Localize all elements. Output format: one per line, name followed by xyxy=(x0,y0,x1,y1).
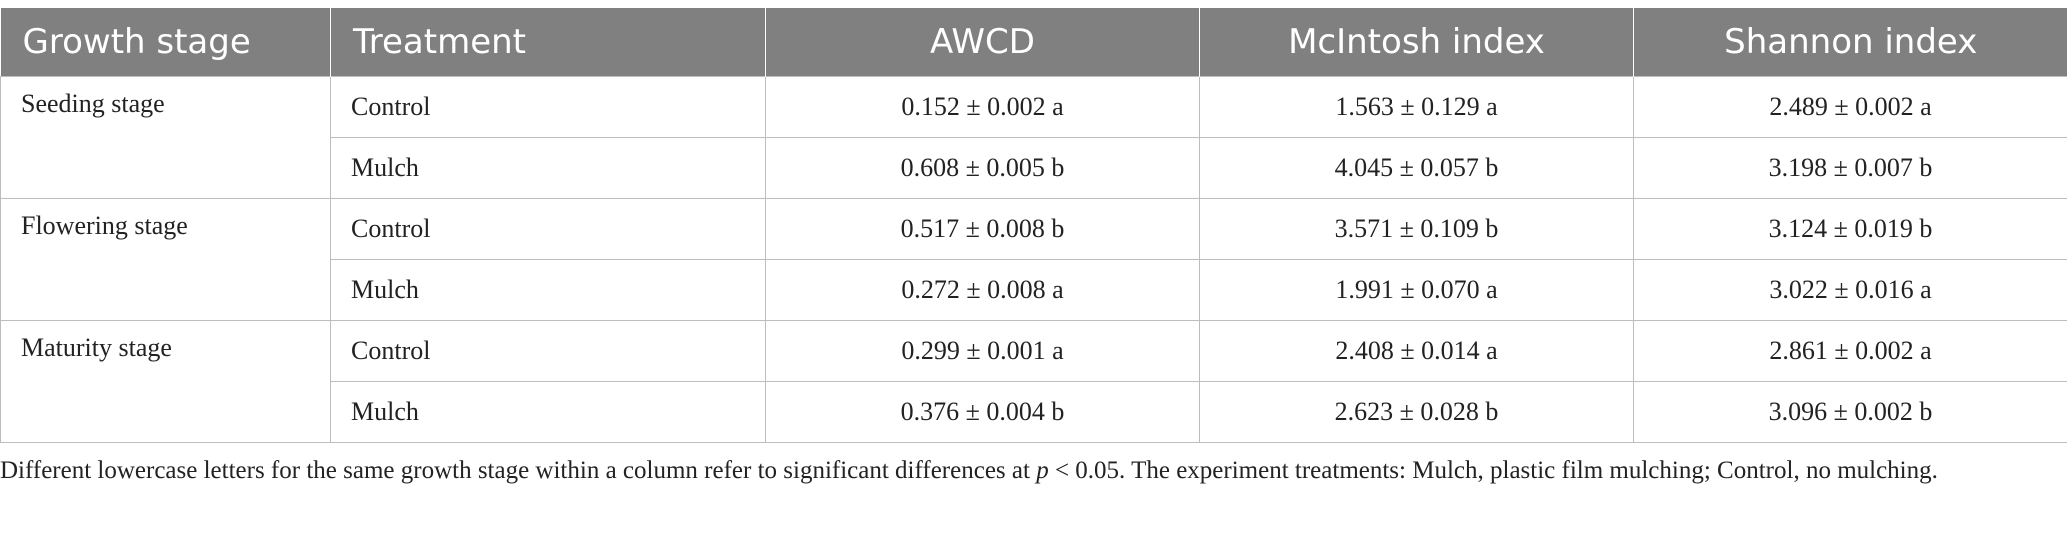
growth-stage-cell: Flowering stage xyxy=(0,198,331,321)
shannon-cell: 3.096 ± 0.002 b xyxy=(1633,381,2067,443)
mcintosh-cell: 2.623 ± 0.028 b xyxy=(1199,381,1634,443)
awcd-cell: 0.376 ± 0.004 b xyxy=(765,381,1200,443)
header-mcintosh-index: McIntosh index xyxy=(1199,8,1634,77)
growth-stage-cell: Maturity stage xyxy=(0,320,331,443)
awcd-cell: 0.517 ± 0.008 b xyxy=(765,198,1200,260)
table-row: Maturity stage Control 0.299 ± 0.001 a 2… xyxy=(0,320,2067,443)
table-header: Growth stage Treatment AWCD McIntosh ind… xyxy=(0,8,2067,77)
header-shannon-index: Shannon index xyxy=(1633,8,2067,77)
awcd-cell: 0.272 ± 0.008 a xyxy=(765,259,1200,321)
header-awcd: AWCD xyxy=(765,8,1200,77)
table-body: Seeding stage Control 0.152 ± 0.002 a 1.… xyxy=(0,76,2067,443)
mcintosh-cell: 1.991 ± 0.070 a xyxy=(1199,259,1634,321)
mcintosh-cell: 4.045 ± 0.057 b xyxy=(1199,137,1634,199)
treatment-cell: Control xyxy=(330,320,766,382)
awcd-cell: 0.299 ± 0.001 a xyxy=(765,320,1200,382)
treatment-cell: Mulch xyxy=(330,381,766,443)
table-row: Flowering stage Control 0.517 ± 0.008 b … xyxy=(0,198,2067,321)
shannon-cell: 3.124 ± 0.019 b xyxy=(1633,198,2067,260)
table-container: Growth stage Treatment AWCD McIntosh ind… xyxy=(0,8,2067,443)
table-row: Mulch 0.272 ± 0.008 a 1.991 ± 0.070 a 3.… xyxy=(1,259,2067,321)
shannon-cell: 2.861 ± 0.002 a xyxy=(1633,320,2067,382)
treatment-cell: Control xyxy=(330,198,766,260)
treatment-cell: Mulch xyxy=(330,137,766,199)
data-table: Growth stage Treatment AWCD McIntosh ind… xyxy=(0,8,2067,443)
header-growth-stage: Growth stage xyxy=(0,8,331,77)
awcd-cell: 0.608 ± 0.005 b xyxy=(765,137,1200,199)
footnote-text: Different lowercase letters for the same… xyxy=(0,457,1037,484)
shannon-cell: 2.489 ± 0.002 a xyxy=(1633,76,2067,138)
treatment-cell: Mulch xyxy=(330,259,766,321)
treatment-cell: Control xyxy=(330,76,766,138)
header-row: Growth stage Treatment AWCD McIntosh ind… xyxy=(0,8,2067,77)
mcintosh-cell: 1.563 ± 0.129 a xyxy=(1199,76,1634,138)
shannon-cell: 3.198 ± 0.007 b xyxy=(1633,137,2067,199)
mcintosh-cell: 3.571 ± 0.109 b xyxy=(1199,198,1634,260)
header-treatment: Treatment xyxy=(330,8,766,77)
table-row: Mulch 0.376 ± 0.004 b 2.623 ± 0.028 b 3.… xyxy=(1,381,2067,443)
table-footnote: Different lowercase letters for the same… xyxy=(0,452,2030,489)
growth-stage-cell: Seeding stage xyxy=(0,76,331,199)
awcd-cell: 0.152 ± 0.002 a xyxy=(765,76,1200,138)
footnote-p-symbol: p xyxy=(1036,457,1049,484)
footnote-text: < 0.05. The experiment treatments: Mulch… xyxy=(1048,457,1938,484)
shannon-cell: 3.022 ± 0.016 a xyxy=(1633,259,2067,321)
table-row: Seeding stage Control 0.152 ± 0.002 a 1.… xyxy=(0,76,2067,199)
mcintosh-cell: 2.408 ± 0.014 a xyxy=(1199,320,1634,382)
